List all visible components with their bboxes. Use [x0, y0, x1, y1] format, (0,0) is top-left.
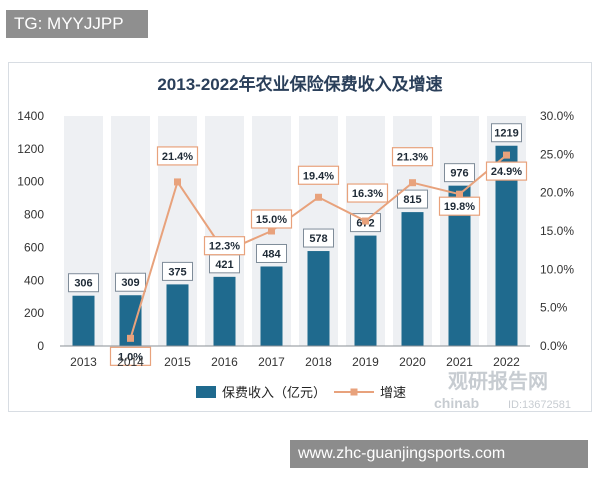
- x-tick-2022: 2022: [493, 355, 520, 369]
- growth-label-box-2017: [250, 209, 293, 229]
- y-right-tick-30.0%: 30.0%: [540, 109, 574, 123]
- growth-label-box-2021: [438, 196, 481, 216]
- watermark-code: ID:13672581: [508, 399, 571, 411]
- bar-2013: [72, 295, 95, 346]
- y-left-tick-200: 200: [24, 306, 44, 320]
- growth-label-2021: 19.8%: [444, 201, 475, 213]
- bar-label-box-2020: [397, 189, 428, 209]
- watermark-brand: 观研报告网: [448, 369, 548, 393]
- bar-2021: [448, 185, 471, 346]
- bar-series: [72, 145, 518, 346]
- growth-label-box-2019: [346, 183, 389, 203]
- y-left-tick-0: 0: [37, 339, 44, 353]
- y-left-tick-1200: 1200: [17, 142, 44, 156]
- bar-2016: [213, 276, 236, 346]
- bar-label-2013: 306: [74, 278, 92, 290]
- legend-bar-label: 保费收入（亿元）: [222, 385, 326, 400]
- growth-label-2015: 21.4%: [162, 151, 193, 163]
- y-left-tick-800: 800: [24, 208, 44, 222]
- chart-svg: 2013-2022年农业保险保费收入及增速 306 309 375 421 484 578…: [17, 74, 574, 411]
- bar-label-2020: 815: [403, 194, 421, 206]
- growth-label-2019: 16.3%: [352, 188, 383, 200]
- y-right-tick-25.0%: 25.0%: [540, 147, 574, 161]
- axes: 0 200 400 600 800 1000 1200 1400 0.0% 5.0% 10.0% 15…: [17, 109, 574, 369]
- growth-label-2017: 15.0%: [256, 214, 287, 226]
- growth-marker-2022: [503, 151, 510, 159]
- x-tick-2018: 2018: [305, 355, 332, 369]
- growth-marker-2015: [174, 178, 181, 186]
- growth-label-box-2016: [203, 236, 246, 256]
- bar-2019: [354, 235, 377, 346]
- bar-2022: [495, 145, 518, 346]
- x-tick-2020: 2020: [399, 355, 426, 369]
- bar-label-2016: 421: [215, 259, 233, 271]
- website-url-banner: www.zhc-guanjingsports.com: [290, 440, 588, 468]
- x-tick-2013: 2013: [70, 355, 97, 369]
- growth-marker-2020: [409, 179, 416, 187]
- bar-label-box-2013: [68, 273, 99, 293]
- bar-label-2014: 309: [121, 277, 139, 289]
- bar-2018: [307, 251, 330, 346]
- bar-label-box-2017: [256, 243, 287, 263]
- x-tick-2016: 2016: [211, 355, 238, 369]
- growth-label-2018: 19.4%: [303, 170, 334, 182]
- watermark: 观研报告网 chinab ID:13672581: [434, 369, 571, 411]
- legend-bar-swatch: [196, 386, 216, 398]
- y-right-tick-10.0%: 10.0%: [540, 262, 574, 276]
- y-right-tick-20.0%: 20.0%: [540, 186, 574, 200]
- growth-label-2016: 12.3%: [209, 241, 240, 253]
- legend-line-marker: [350, 388, 358, 396]
- growth-marker-2021: [456, 190, 463, 198]
- y-right-tick-0.0%: 0.0%: [540, 339, 568, 353]
- growth-marker-2014: [127, 334, 134, 342]
- tg-tag: TG: MYYJJPP: [6, 10, 148, 38]
- x-tick-2021: 2021: [446, 355, 473, 369]
- growth-label-group: 1.0% 21.4% 12.3% 15.0% 19.4% 16.3% 21.3% 19.8% 2…: [109, 146, 528, 366]
- growth-marker-2017: [268, 227, 275, 235]
- growth-label-2014: 1.0%: [118, 351, 143, 363]
- growth-marker-2019: [362, 217, 369, 225]
- y-right-tick-5.0%: 5.0%: [540, 301, 568, 315]
- bar-label-2021: 976: [450, 168, 468, 180]
- y-left-tick-600: 600: [24, 240, 44, 254]
- bar-2020: [401, 212, 424, 346]
- bar-label-box-2015: [162, 261, 193, 281]
- bar-label-2018: 578: [309, 233, 327, 245]
- growth-label-2022: 24.9%: [491, 166, 522, 178]
- bar-label-2022: 1219: [494, 128, 518, 140]
- bar-label-group: 3063093754214845786728159761219: [68, 123, 522, 293]
- x-tick-2017: 2017: [258, 355, 285, 369]
- x-tick-2015: 2015: [164, 355, 191, 369]
- x-tick-2014: 2014: [117, 355, 144, 369]
- legend-line-label: 增速: [380, 385, 406, 400]
- growth-label-2020: 21.3%: [397, 152, 428, 164]
- y-right-tick-15.0%: 15.0%: [540, 224, 574, 238]
- bar-label-2017: 484: [262, 248, 281, 260]
- growth-label-box-2018: [297, 165, 340, 185]
- growth-label-box-2014: [109, 346, 152, 366]
- watermark-domain: chinab: [434, 395, 479, 411]
- legend: 保费收入（亿元） 增速: [196, 385, 406, 400]
- bar-label-box-2014: [115, 272, 146, 292]
- bar-2017: [260, 266, 283, 346]
- y-left-tick-400: 400: [24, 273, 44, 287]
- chart-title: 2013-2022年农业保险保费收入及增速: [157, 74, 442, 94]
- bar-2014: [119, 295, 142, 346]
- bar-label-box-2022: [491, 123, 522, 143]
- bar-label-2015: 375: [168, 266, 186, 278]
- growth-label-box-2020: [391, 147, 434, 167]
- growth-label-box-2022: [485, 161, 528, 181]
- y-left-tick-1000: 1000: [17, 175, 44, 189]
- bar-label-box-2021: [444, 163, 475, 183]
- bar-label-box-2018: [303, 228, 334, 248]
- x-tick-2019: 2019: [352, 355, 379, 369]
- growth-label-box-2015: [156, 146, 199, 166]
- y-left-tick-1400: 1400: [17, 109, 44, 123]
- bar-2015: [166, 284, 189, 346]
- growth-marker-2018: [315, 193, 322, 201]
- chart-frame: 2013-2022年农业保险保费收入及增速 306 309 375 421 484 578…: [0, 58, 600, 420]
- growth-line-series: [127, 151, 510, 342]
